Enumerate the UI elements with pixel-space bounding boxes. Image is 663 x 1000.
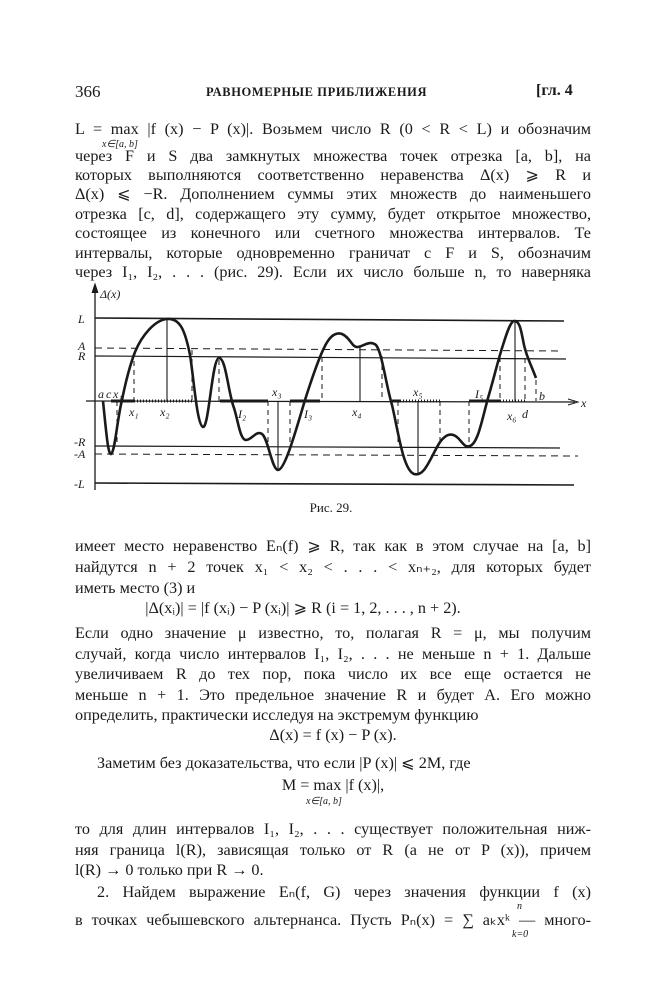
level-A xyxy=(94,347,563,352)
point-label: x₅ xyxy=(412,385,423,399)
x-axis-arrow-icon xyxy=(567,398,580,406)
page-number: 366 xyxy=(75,82,101,101)
figure-caption: Рис. 29. xyxy=(310,500,353,515)
text-line: определить, практически исследуя на экст… xyxy=(75,706,479,724)
point-label: x₄ xyxy=(351,405,362,419)
figure-29: Δ(x) x L A R -R -A -L a c x₁ x₁ x₂ I₂ x₃… xyxy=(74,282,587,515)
x-axis xyxy=(85,400,576,403)
text-line: состоящее из конечного или счетного множ… xyxy=(75,224,591,242)
text-line: которых выполняются соответственно нерав… xyxy=(75,166,591,184)
level-neg-R xyxy=(94,445,561,449)
level-label: -L xyxy=(74,477,85,491)
max-subscript: x∈[a, b] xyxy=(102,139,138,150)
point-label: x₁ xyxy=(112,387,123,401)
text-line: 2. Найдем выражение Eₙ(f, G) через значе… xyxy=(97,883,591,901)
y-axis-label: Δ(x) xyxy=(99,287,120,301)
point-label: x₁ xyxy=(128,405,139,419)
sum-upper-limit: n xyxy=(517,901,522,912)
point-label: I₃ xyxy=(303,407,312,421)
y-axis-arrow-icon xyxy=(91,282,99,294)
text-line: увеличиваем R до тех пор, пока число их … xyxy=(75,665,591,683)
level-neg-L xyxy=(94,482,575,486)
text-line: через I₁, I₂, . . . (рис. 29). Если их ч… xyxy=(75,263,591,281)
text-line: меньше n + 1. Это предельное значение R … xyxy=(75,686,591,704)
point-label: c xyxy=(106,387,112,401)
text-line: через F и S два замкнутых множества точе… xyxy=(75,147,591,165)
text-line: интервалы, которые одновременно граничат… xyxy=(75,244,591,262)
level-label: -R xyxy=(74,435,86,449)
text-line: l(R) → 0 только при R → 0. xyxy=(75,861,264,879)
point-label: b xyxy=(539,389,545,403)
running-title: РАВНОМЕРНЫЕ ПРИБЛИЖЕНИЯ xyxy=(206,85,428,99)
delta-curve xyxy=(101,317,538,476)
level-neg-A xyxy=(94,453,579,457)
text-line: в точках чебышевского альтернанса. Пусть… xyxy=(75,911,591,929)
text-line: Если одно значение μ известно, то, полаг… xyxy=(75,624,591,642)
formula-3: M = max |f (x)|, xyxy=(281,776,385,794)
text-line: L = max |f (x) − P (x)|. Возьмем число R… xyxy=(75,120,591,138)
text-line: то для длин интервалов I₁, I₂, . . . сущ… xyxy=(75,820,591,838)
text-line: отрезка [c, d], содержащего эту сумму, б… xyxy=(75,205,591,223)
paragraph-4: Заметим без доказательства, что если |P … xyxy=(97,754,471,772)
max-subscript: x∈[a, b] xyxy=(306,796,342,807)
point-label: x₃ xyxy=(271,385,282,399)
text-line: имеет место неравенство Eₙ(f) ⩾ R, так к… xyxy=(75,537,591,555)
sum-lower-limit: k=0 xyxy=(512,929,529,940)
point-label: I₅ xyxy=(474,387,483,401)
formula-2: Δ(x) = f (x) − P (x). xyxy=(269,726,397,744)
point-label: x₂ xyxy=(159,405,170,419)
text-line: найдутся n + 2 точек x₁ < x₂ < . . . < x… xyxy=(75,558,591,576)
text-line: няя граница l(R), зависящая только от R … xyxy=(75,841,591,859)
text-line: Δ(x) ⩽ −R. Дополнением суммы этих множес… xyxy=(75,185,591,203)
point-label: a xyxy=(98,387,104,401)
level-label: L xyxy=(77,312,85,326)
text-line: иметь место (3) и xyxy=(75,579,196,597)
chapter-label: [гл. 4 xyxy=(536,82,573,99)
level-R xyxy=(94,355,567,360)
point-label: x₆ xyxy=(506,409,517,423)
point-label: d xyxy=(522,407,529,421)
point-label: I₂ xyxy=(237,407,246,421)
formula-1: |Δ(xᵢ)| = |f (xᵢ) − P (xᵢ)| ⩾ R (i = 1, … xyxy=(145,599,461,617)
level-label: -A xyxy=(74,447,86,461)
level-label: R xyxy=(77,349,86,363)
x-axis-label: x xyxy=(580,396,587,410)
level-label: A xyxy=(77,339,86,353)
text-line: случай, когда число интервалов I₁, I₂, .… xyxy=(75,645,591,663)
